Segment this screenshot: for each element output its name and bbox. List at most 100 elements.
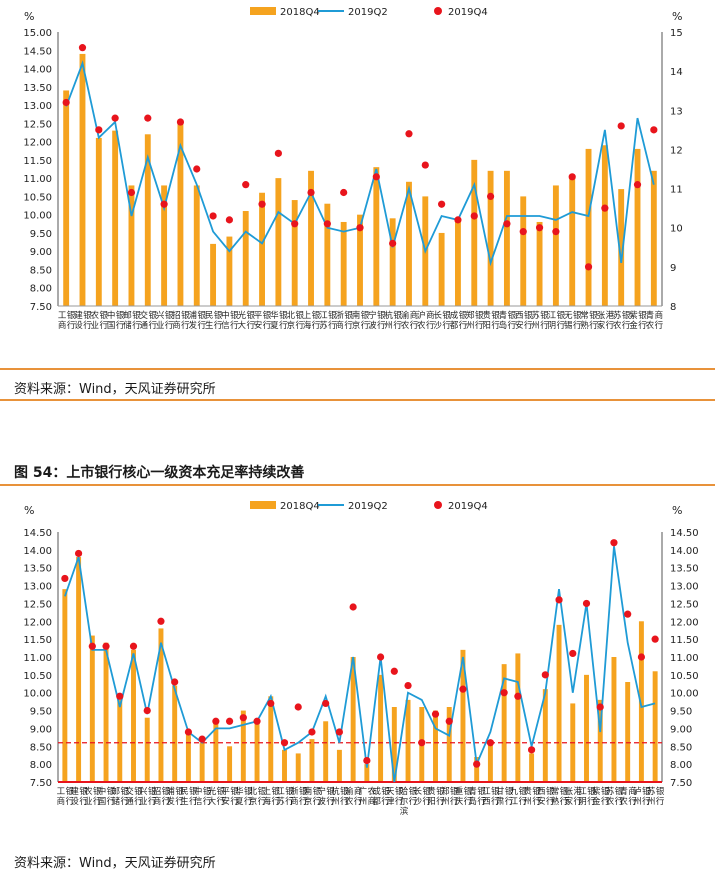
x-category-char: 行 <box>393 320 402 331</box>
dot-2019q4 <box>308 728 316 736</box>
bar-2018q4 <box>193 185 200 306</box>
dot-2019q4 <box>160 200 168 208</box>
bar-2018q4 <box>117 699 123 782</box>
y-tick-left: 14.50 <box>23 46 52 57</box>
x-category-char: 银 <box>560 786 569 797</box>
x-category-char: 行 <box>326 796 335 807</box>
bar-2018q4 <box>446 707 452 782</box>
x-category-char: 银 <box>615 786 624 797</box>
bar-2018q4 <box>652 671 658 782</box>
y-tick-left: 10.00 <box>23 689 52 700</box>
x-category-char: 浦 <box>188 310 197 321</box>
x-category-char: 行 <box>442 320 451 331</box>
x-category-char: 银 <box>622 310 631 321</box>
x-category-char: 银 <box>230 786 239 797</box>
x-category-char: 银 <box>313 786 322 797</box>
x-category-char: 浙 <box>290 786 299 797</box>
y-tick-left: 11.00 <box>23 174 52 185</box>
x-category-char: 行 <box>546 796 555 807</box>
dot-2019q4 <box>171 678 179 686</box>
x-category-char: 行 <box>230 320 239 331</box>
dot-2019q4 <box>209 212 217 220</box>
x-category-char: 州 <box>647 797 656 807</box>
x-category-char: 行 <box>532 796 541 807</box>
x-category-char: 兴 <box>156 311 165 321</box>
x-category-char: 信 <box>194 796 203 807</box>
x-category-char: 北 <box>286 311 295 321</box>
x-category-char: 行 <box>189 796 198 807</box>
x-category-char: 家 <box>565 796 574 807</box>
dot-2019q4 <box>349 603 357 611</box>
x-category-char: 郑 <box>466 310 475 321</box>
x-category-char: 波 <box>368 320 377 331</box>
x-category-char: 银 <box>589 310 598 321</box>
x-category-char: 南 <box>352 310 361 321</box>
dot-2019q4 <box>176 118 185 126</box>
x-category-char: 银 <box>519 786 528 797</box>
x-category-char: 行 <box>67 320 76 331</box>
y-tick-left: 13.50 <box>23 564 52 575</box>
x-category-char: 泸 <box>633 786 642 797</box>
x-category-char: 银 <box>175 786 184 797</box>
x-category-char: 业 <box>156 320 165 331</box>
x-category-char: 行 <box>395 796 404 807</box>
y-tick-left: 8.50 <box>30 265 52 276</box>
x-category-char: 江 <box>510 797 519 807</box>
x-category-char: 肃 <box>496 796 505 807</box>
dot-2019q4 <box>637 653 646 661</box>
y-tick-right: 12.00 <box>670 617 699 628</box>
axis-unit-right: % <box>672 10 682 23</box>
x-category-char: 行 <box>622 320 631 331</box>
bar-2018q4 <box>177 119 184 307</box>
y-tick-left: 10.00 <box>23 211 52 222</box>
legend-label-dot: 2019Q4 <box>448 7 488 18</box>
x-category-char: 业 <box>139 796 148 807</box>
x-category-char: 行 <box>475 320 484 331</box>
bar-2018q4 <box>254 721 260 782</box>
x-category-char: 行 <box>587 796 596 807</box>
x-category-char: 行 <box>340 796 349 807</box>
bar-2018q4 <box>460 649 466 782</box>
x-category-char: 行 <box>409 796 418 807</box>
bar-2018q4 <box>89 635 95 782</box>
bar-2018q4 <box>529 753 535 782</box>
x-category-char: 银 <box>203 786 212 797</box>
legend-label-bar: 2018Q4 <box>280 7 320 18</box>
x-category-char: 银 <box>312 310 321 321</box>
dot-2019q4 <box>335 728 344 736</box>
dot-2019q4 <box>340 188 348 197</box>
x-category-char: 行 <box>197 320 206 331</box>
bar-2018q4 <box>172 685 178 782</box>
source-note-top: 资料来源：Wind，天风证券研究所 <box>14 382 216 397</box>
x-category-char: 行 <box>638 320 647 331</box>
x-category-char: 西 <box>537 787 546 797</box>
x-category-char: 熟 <box>551 796 560 807</box>
x-category-char: 行 <box>116 320 125 331</box>
x-category-char: 华 <box>235 786 244 797</box>
x-category-char: 行 <box>107 796 116 807</box>
x-category-char: 渝 <box>401 310 410 321</box>
x-category-char: 行 <box>491 320 500 331</box>
dot-2019q4 <box>88 642 96 650</box>
